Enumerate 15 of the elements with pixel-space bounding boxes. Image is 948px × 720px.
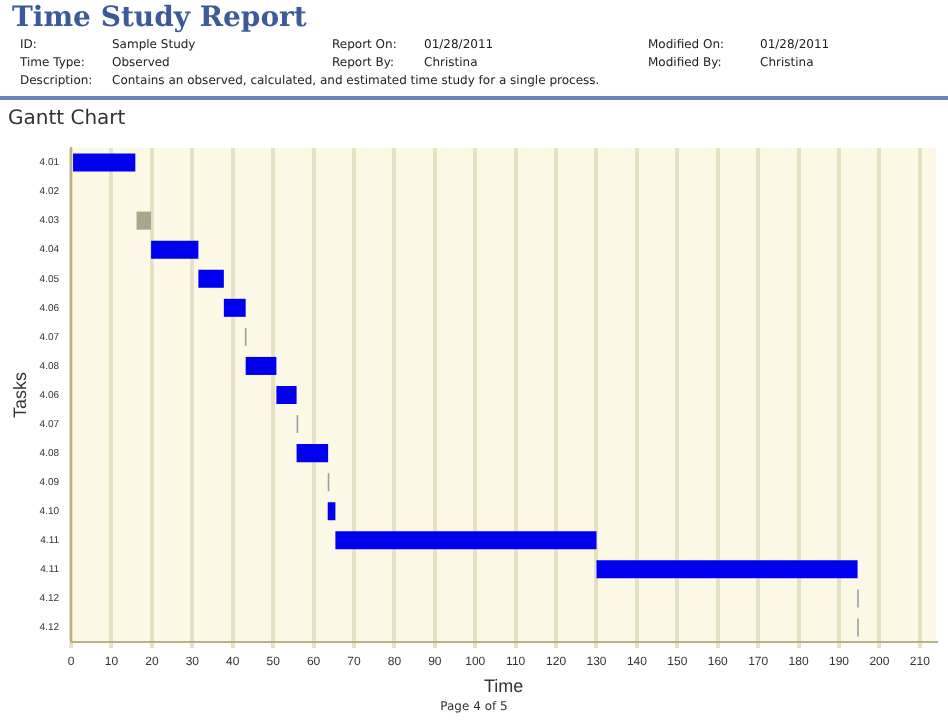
bar [335, 531, 597, 550]
y-axis-title: Tasks [9, 371, 30, 419]
bar [198, 269, 224, 288]
bar [596, 560, 858, 579]
bar [276, 385, 297, 405]
bar [136, 211, 152, 230]
chart-subtitle: Gantt Chart [8, 108, 126, 130]
bar [245, 356, 277, 375]
chart-title: Time Study Report [12, 2, 307, 34]
bar [223, 298, 246, 317]
bar [73, 153, 136, 172]
bar [327, 502, 336, 521]
bar [296, 444, 329, 463]
x-axis-title: Time [483, 676, 524, 697]
bar [151, 240, 199, 259]
